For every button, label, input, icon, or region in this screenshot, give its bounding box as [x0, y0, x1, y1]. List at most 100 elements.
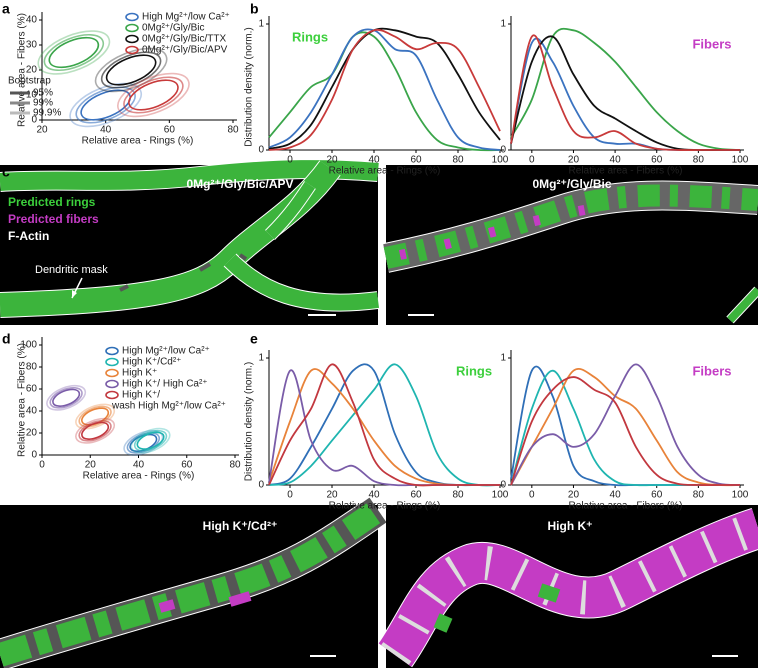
legend-text: 0Mg²⁺/Gly/Bic/TTX — [142, 34, 227, 45]
bootstrap-ellipse — [100, 51, 162, 89]
x-tick-label: 80 — [693, 155, 705, 166]
x-tick-label: 60 — [410, 155, 422, 166]
x-axis-label: Relative area - Rings (%) — [329, 501, 441, 512]
legend-swatch — [105, 368, 119, 378]
plot-title: Fibers — [692, 363, 731, 378]
bootstrap-ellipse — [78, 405, 112, 428]
y-tick-label: 40 — [26, 15, 38, 26]
legend-text: Predicted rings — [8, 195, 96, 209]
density-curve — [510, 367, 741, 487]
y-tick-label: 30 — [26, 40, 38, 51]
x-tick-label: 0 — [529, 490, 535, 501]
x-tick-label: 20 — [36, 125, 48, 136]
x-tick-label: 100 — [732, 155, 749, 166]
x-tick-label: 60 — [651, 490, 663, 501]
image-title: 0Mg²⁺/Gly/Bic/APV — [186, 177, 293, 191]
y-axis-label: Relative area - Fibers (%) — [17, 13, 28, 127]
bootstrap-ellipse — [75, 403, 116, 430]
bootstrap-ellipse — [128, 79, 179, 111]
legend-swatch — [125, 45, 139, 55]
y-tick-label: 0 — [258, 480, 264, 491]
y-tick-label: 1 — [500, 353, 506, 364]
bootstrap-ellipse — [48, 36, 100, 69]
y-tick-label: 100 — [20, 340, 37, 351]
panel-label: f — [2, 505, 7, 521]
legend-text: High Mg²⁺/low Ca²⁺ — [142, 12, 230, 23]
density-curve — [268, 363, 501, 487]
bootstrap-ellipse — [37, 30, 111, 75]
bootstrap-ellipse — [133, 429, 168, 452]
bootstrap-ellipse — [130, 427, 171, 454]
x-tick-label: 40 — [368, 155, 380, 166]
y-tick-label: 0 — [500, 145, 506, 156]
legend-text: 95% — [33, 88, 53, 99]
micrograph-f-right — [377, 505, 758, 668]
image-title: High K⁺ — [548, 519, 593, 533]
legend-swatch — [105, 379, 119, 389]
bootstrap-ellipse — [105, 54, 157, 86]
x-tick-label: 20 — [568, 490, 580, 501]
bootstrap-ellipse — [136, 431, 165, 450]
plot-title: Rings — [292, 29, 328, 44]
x-tick-label: 20 — [326, 155, 338, 166]
y-tick-label: 20 — [26, 428, 38, 439]
legend-swatch — [125, 23, 139, 33]
x-tick-label: 80 — [227, 125, 239, 136]
legend-text: High K⁺/ High Ca²⁺ — [122, 379, 208, 390]
micrograph-f-left — [0, 496, 388, 668]
x-tick-label: 80 — [229, 460, 241, 471]
y-tick-label: 40 — [26, 406, 38, 417]
x-tick-label: 40 — [133, 460, 145, 471]
legend-text: 0Mg²⁺/Gly/Bic/APV — [142, 45, 228, 56]
legend-text: High K⁺/ — [122, 390, 160, 401]
legend-text: High Mg²⁺/low Ca²⁺ — [122, 346, 210, 357]
plot-title: Rings — [456, 363, 492, 378]
x-tick-label: 20 — [568, 155, 580, 166]
x-tick-label: 40 — [610, 155, 622, 166]
y-tick-label: 10 — [26, 90, 38, 101]
legend-swatch — [125, 12, 139, 22]
x-tick-label: 100 — [732, 490, 749, 501]
x-tick-label: 80 — [452, 155, 464, 166]
density-curve — [268, 28, 501, 151]
panel-label: a — [2, 1, 10, 17]
density-curve — [268, 31, 501, 152]
x-tick-label: 60 — [164, 125, 176, 136]
plot-title: Fibers — [692, 36, 731, 51]
x-axis-label: Relative area - Rings (%) — [329, 166, 441, 177]
y-tick-label: 1 — [500, 19, 506, 30]
legend-text: 99% — [33, 98, 53, 109]
legend-swatch — [105, 390, 119, 400]
density-curve — [510, 34, 740, 151]
x-axis-label: Relative area - Fibers (%) — [569, 501, 683, 512]
bootstrap-ellipse — [123, 430, 164, 456]
y-tick-label: 1 — [258, 19, 264, 30]
y-tick-label: 0 — [31, 450, 37, 461]
y-axis-label: Distribution density (norm.) — [244, 362, 255, 481]
legend-text: wash High Mg²⁺/low Ca²⁺ — [111, 401, 226, 412]
legend-text: High K⁺/Cd²⁺ — [122, 357, 181, 368]
bootstrap-ellipse — [78, 419, 112, 442]
legend-text: 0Mg²⁺/Gly/Bic — [142, 23, 205, 34]
y-tick-label: 0 — [31, 115, 37, 126]
density-curve — [268, 363, 500, 487]
bootstrap-ellipse — [46, 384, 87, 411]
bootstrap-ellipse — [81, 421, 110, 440]
x-tick-label: 0 — [287, 155, 293, 166]
x-tick-label: 40 — [368, 490, 380, 501]
x-tick-label: 0 — [529, 155, 535, 166]
x-tick-label: 100 — [492, 490, 509, 501]
y-tick-label: 0 — [500, 480, 506, 491]
x-tick-label: 40 — [610, 490, 622, 501]
y-axis-label: Distribution density (norm.) — [244, 27, 255, 146]
x-tick-label: 60 — [410, 490, 422, 501]
legend-text: 99.9% — [33, 108, 61, 119]
bootstrap-ellipse — [69, 82, 143, 128]
panel-label: e — [250, 331, 258, 347]
micrograph-c-right — [383, 165, 758, 325]
x-tick-label: 100 — [492, 155, 509, 166]
y-tick-label: 1 — [258, 353, 264, 364]
bootstrap-ellipse — [75, 417, 116, 444]
annotation: Dendritic mask — [35, 264, 108, 276]
